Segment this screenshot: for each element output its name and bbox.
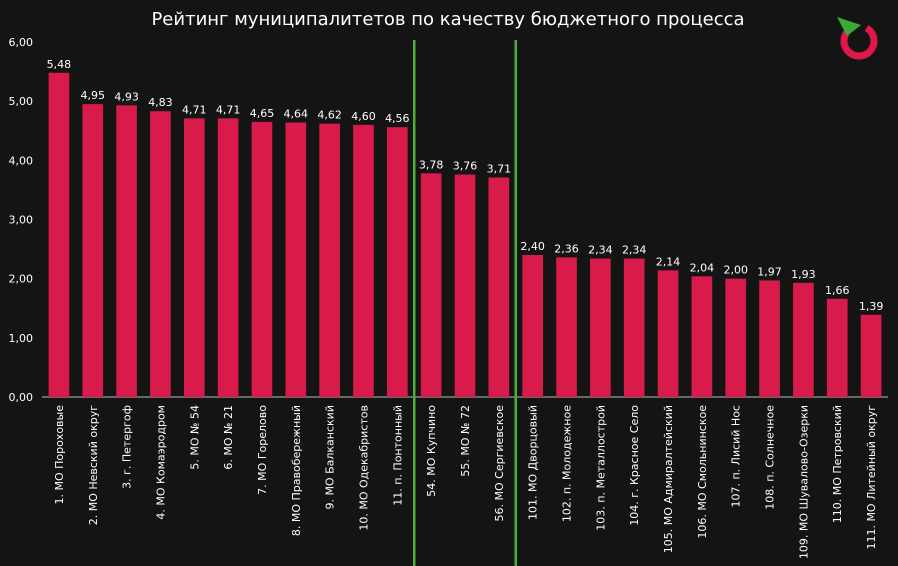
bar [386,127,408,397]
y-axis: 0,00 1,00 2,00 3,00 4,00 5,00 6,00 [9,36,888,404]
bar [48,72,70,398]
category-label: 103. п. Металлострой [594,405,607,531]
bar [793,282,814,397]
category-label: 106. МО Смольнинское [696,405,709,539]
data-label: 4,60 [351,110,376,123]
bar [183,118,205,397]
category-label: 1. МО Пороховые [53,405,66,505]
category-label: 104. г. Красное Село [628,405,641,526]
category-label: 9. МО Балканский [324,405,337,510]
y-tick-label: 6,00 [9,36,34,49]
data-label: 3,71 [487,162,512,175]
bar [454,174,476,397]
bar [522,255,544,397]
data-label: 2,40 [520,240,545,253]
data-label: 2,34 [622,244,647,257]
data-label: 5,48 [47,58,72,71]
data-label: 2,34 [588,244,613,257]
data-label: 2,36 [554,242,579,255]
y-tick-label: 4,00 [9,154,34,167]
logo-ring [840,24,878,60]
bar [353,124,374,397]
category-label: 102. п. Молодежное [561,405,574,522]
data-label: 4,71 [182,103,207,116]
bar [285,122,307,397]
category-label: 10. МО Одекабристов [357,405,370,531]
bar [759,280,780,397]
bar [657,270,679,397]
data-label: 1,97 [757,265,782,278]
category-label: 109. МО Шувалово-Озерки [797,405,810,559]
y-tick-label: 3,00 [9,214,34,227]
category-label: 8. МО Правобережный [290,405,303,536]
category-label: 4. МО Комаэродром [154,405,167,520]
bar [420,173,442,397]
x-axis-labels: 1. МО Пороховые 2. МО Невский округ 3. г. … [53,405,878,559]
bar [82,104,104,397]
data-label: 4,71 [216,103,241,116]
category-label: 108. п. Солнечное [764,405,777,510]
bar [556,257,577,397]
category-label: 110. МО Петровский [831,405,844,523]
category-label: 5. МО № 54 [188,405,201,470]
y-tick-label: 0,00 [9,391,34,404]
data-label: 2,14 [656,255,681,268]
y-tick-label: 5,00 [9,95,34,108]
y-tick-label: 2,00 [9,273,34,286]
data-label: 3,76 [453,160,478,173]
bar [488,177,510,397]
data-label: 1,39 [859,300,884,313]
data-label: 2,04 [690,261,715,274]
bar [150,111,171,397]
bar [725,278,747,397]
data-label: 3,78 [419,158,444,171]
category-label: 56. МО Сергиевское [493,405,506,522]
data-label: 4,95 [81,89,106,102]
logo-arrow [837,17,861,36]
category-label: 101. МО Дворцовый [527,405,540,520]
category-label: 107. п. Лисий Нос [730,405,743,508]
category-label: 55. МО № 72 [459,405,472,477]
bar [319,123,340,398]
category-label: 105. МО Адмиралтейский [662,405,675,553]
data-label: 4,65 [250,107,275,120]
bar [251,121,273,397]
category-label: 111. МО Литейный округ [865,405,878,550]
category-label: 6. МО № 21 [222,405,235,470]
bar [826,298,848,397]
category-label: 7. МО Горелово [256,405,269,495]
data-label: 4,64 [284,107,309,120]
data-label: 4,83 [148,96,173,109]
data-label: 2,00 [723,264,748,277]
category-label: 54. МО Купчино [425,405,438,497]
category-label: 11. п. Понтонный [391,405,404,506]
data-label: 4,62 [317,109,342,122]
bar [623,258,645,397]
category-label: 2. МО Невский округ [87,405,100,526]
bar [217,118,239,397]
category-label: 3. г. Петергоф [121,405,134,489]
bar-series: 5,48 4,95 4,93 4,83 4,71 4,71 4,65 4,64 4,62 4,60… [47,58,884,398]
data-label: 4,93 [114,90,139,103]
data-label: 4,56 [385,112,410,125]
bar [116,105,137,397]
chart-title: Рейтинг муниципалитетов по качеству бюдж… [151,9,744,30]
bar [860,314,882,397]
data-label: 1,66 [825,284,850,297]
group-separators [412,40,518,566]
y-tick-label: 1,00 [9,332,34,345]
data-label: 1,93 [791,268,816,281]
circular-arrow-logo-icon [837,17,878,60]
bar [691,276,713,397]
bar [590,258,611,397]
